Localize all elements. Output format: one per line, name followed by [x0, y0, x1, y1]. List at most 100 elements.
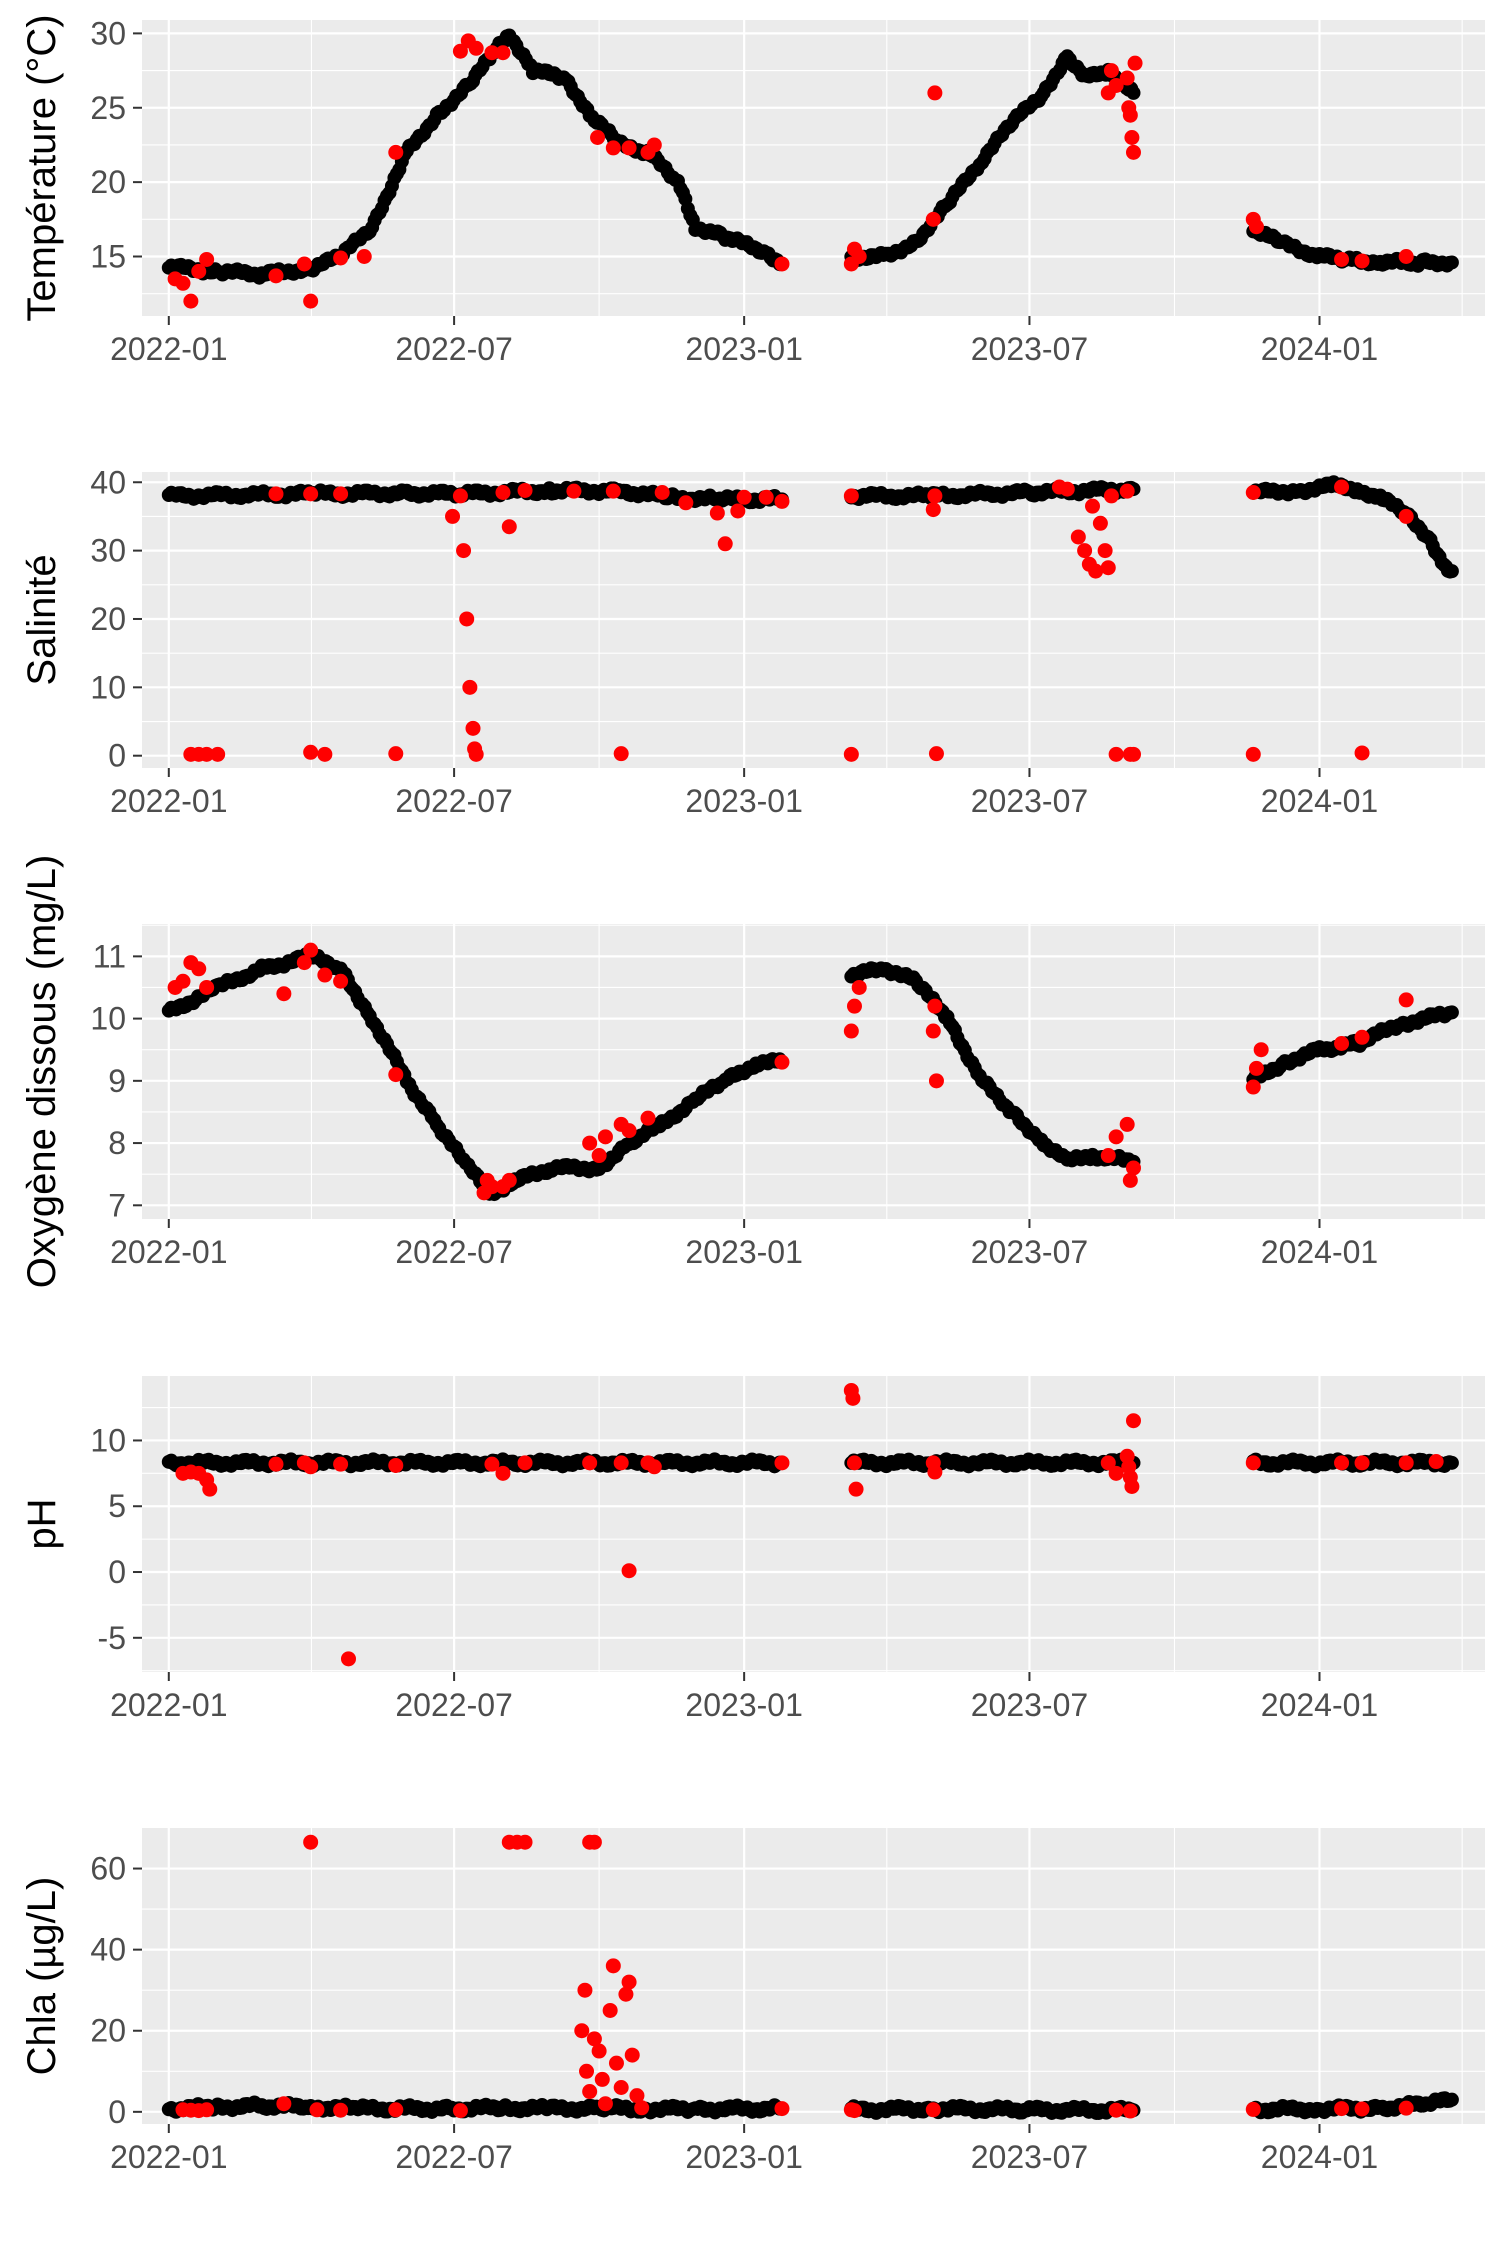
flagged-data-point	[1097, 543, 1113, 559]
flagged-data-point	[296, 955, 312, 971]
chart-panel-4: -5 0 5 10 2022-01 2022-07 2023-01 2023-07 2024-0…	[20, 1376, 1485, 1723]
flagged-data-point	[1108, 2102, 1124, 2118]
panel-background	[142, 20, 1485, 316]
flagged-data-point	[1334, 1455, 1350, 1471]
flagged-data-point	[1398, 992, 1414, 1008]
flagged-data-point	[303, 1834, 319, 1850]
flagged-data-point	[1100, 1455, 1116, 1471]
flagged-data-point	[1085, 498, 1101, 514]
flagged-data-point	[1108, 746, 1124, 762]
flagged-data-point	[1127, 55, 1143, 71]
flagged-data-point	[276, 986, 292, 1002]
flagged-data-point	[1354, 1455, 1370, 1471]
flagged-data-point	[846, 1455, 862, 1471]
y-axis-title: Salinité	[20, 554, 64, 685]
y-tick-label: 20	[90, 601, 126, 637]
flagged-data-point	[1245, 1455, 1261, 1471]
chart-panel-5: 0 20 40 60 2022-01 2022-07 2023-01 2023-07 2024-…	[20, 1828, 1485, 2175]
flagged-data-point	[925, 2102, 941, 2118]
flagged-data-point	[445, 508, 461, 524]
data-point	[1444, 2092, 1459, 2107]
x-tick-label: 2022-01	[110, 2139, 227, 2175]
x-tick-label: 2022-07	[395, 2139, 512, 2175]
flagged-data-point	[484, 1456, 500, 1472]
flagged-data-point	[296, 256, 312, 272]
flagged-data-point	[730, 503, 746, 519]
flagged-data-point	[202, 1481, 218, 1497]
flagged-data-point	[618, 1986, 634, 2002]
flagged-data-point	[925, 211, 941, 227]
flagged-data-point	[594, 2071, 610, 2087]
flagged-data-point	[468, 746, 484, 762]
x-tick-label: 2022-01	[110, 331, 227, 367]
flagged-data-point	[1354, 745, 1370, 761]
data-point	[1126, 85, 1141, 100]
y-axis-title: pH	[20, 1498, 64, 1549]
x-tick-label: 2022-07	[395, 1234, 512, 1270]
y-tick-label: 10	[90, 669, 126, 705]
flagged-data-point	[774, 493, 790, 509]
flagged-data-point	[388, 1067, 404, 1083]
flagged-data-point	[605, 1958, 621, 1974]
flagged-data-point	[709, 505, 725, 521]
flagged-data-point	[1119, 70, 1135, 86]
x-tick-label: 2022-01	[110, 1687, 227, 1723]
flagged-data-point	[621, 1563, 637, 1579]
flagged-data-point	[624, 2047, 640, 2063]
flagged-data-point	[317, 746, 333, 762]
flagged-data-point	[317, 967, 333, 983]
flagged-data-point	[501, 519, 517, 535]
flagged-data-point	[1108, 1465, 1124, 1481]
flagged-data-point	[495, 485, 511, 501]
flagged-data-point	[276, 2096, 292, 2112]
y-tick-label: 40	[90, 1932, 126, 1968]
flagged-data-point	[465, 720, 481, 736]
flagged-data-point	[608, 2055, 624, 2071]
flagged-data-point	[1398, 1455, 1414, 1471]
flagged-data-point	[621, 1123, 637, 1139]
x-tick-label: 2023-01	[685, 331, 802, 367]
flagged-data-point	[495, 45, 511, 61]
flagged-data-point	[577, 1982, 593, 1998]
flagged-data-point	[462, 679, 478, 695]
flagged-data-point	[388, 144, 404, 160]
flagged-data-point	[566, 483, 582, 499]
flagged-data-point	[1122, 2103, 1138, 2119]
flagged-data-point	[1248, 219, 1264, 235]
y-tick-label: 30	[90, 533, 126, 569]
flagged-data-point	[927, 1464, 943, 1480]
x-tick-label: 2023-01	[685, 783, 802, 819]
flagged-data-point	[517, 1834, 533, 1850]
flagged-data-point	[456, 543, 472, 559]
y-tick-label: 0	[108, 2094, 126, 2130]
data-point	[1444, 1455, 1459, 1470]
y-tick-label: -5	[98, 1620, 126, 1656]
flagged-data-point	[1334, 2101, 1350, 2117]
y-tick-label: 0	[108, 1554, 126, 1590]
x-tick-label: 2023-01	[685, 2139, 802, 2175]
y-tick-label: 8	[108, 1125, 126, 1161]
flagged-data-point	[845, 1390, 861, 1406]
flagged-data-point	[621, 140, 637, 156]
y-tick-label: 9	[108, 1063, 126, 1099]
flagged-data-point	[774, 1455, 790, 1471]
flagged-data-point	[678, 495, 694, 511]
y-tick-label: 10	[90, 1001, 126, 1037]
flagged-data-point	[501, 1172, 517, 1188]
flagged-data-point	[1119, 483, 1135, 499]
flagged-data-point	[843, 1023, 859, 1039]
flagged-data-point	[340, 1651, 356, 1667]
flagged-data-point	[574, 2023, 590, 2039]
flagged-data-point	[582, 1135, 598, 1151]
flagged-data-point	[927, 998, 943, 1014]
flagged-data-point	[1334, 251, 1350, 267]
flagged-data-point	[1070, 529, 1086, 545]
flagged-data-point	[928, 746, 944, 762]
flagged-data-point	[654, 485, 670, 501]
y-tick-label: 20	[90, 2013, 126, 2049]
flagged-data-point	[634, 2100, 650, 2116]
flagged-data-point	[303, 293, 319, 309]
x-tick-label: 2023-01	[685, 1687, 802, 1723]
x-tick-label: 2024-01	[1261, 1234, 1378, 1270]
